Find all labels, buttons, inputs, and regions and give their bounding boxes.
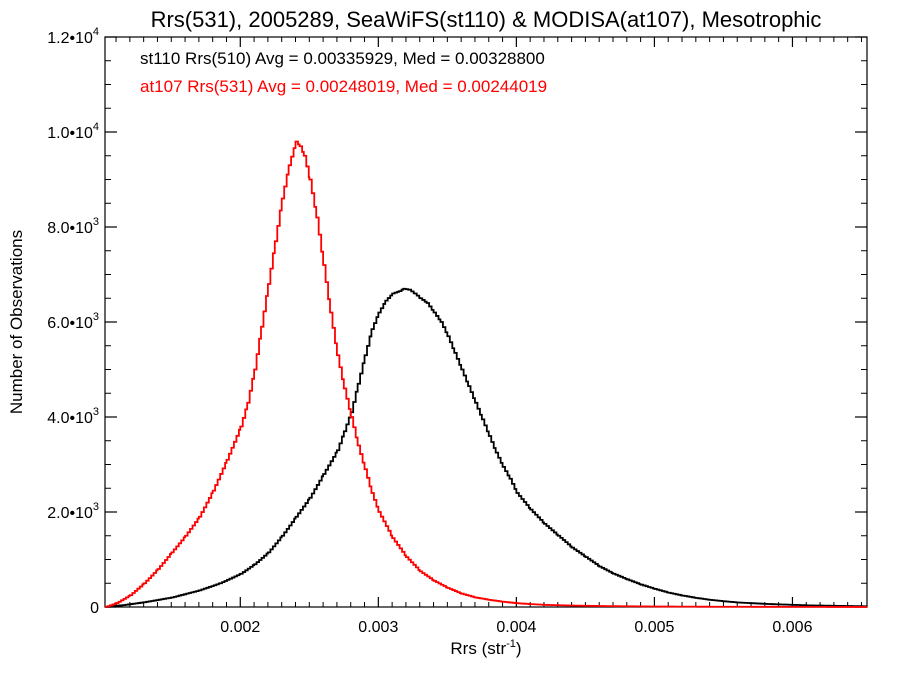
series-line-at107 (105, 140, 867, 608)
y-tick-label: 4.0•103 (47, 406, 99, 427)
x-tick-label: 0.006 (772, 619, 812, 636)
axis-ticks: 0.002 0.003 0.004 0.005 0.006 0 2.0•103 4.0•103… (47, 26, 867, 636)
legend-entry-st110: st110 Rrs(510) Avg = 0.00335929, Med = 0… (140, 49, 545, 68)
y-tick-label: 1.2•104 (47, 26, 99, 47)
chart-title: Rrs(531), 2005289, SeaWiFS(st110) & MODI… (151, 7, 822, 32)
legend-entry-at107: at107 Rrs(531) Avg = 0.00248019, Med = 0… (140, 77, 547, 96)
y-tick-label: 1.0•104 (47, 121, 99, 142)
plot-frame (104, 36, 868, 608)
x-tick-label: 0.003 (358, 619, 398, 636)
series-lines (105, 140, 867, 608)
x-tick-label: 0.004 (496, 619, 536, 636)
y-tick-label: 8.0•103 (47, 216, 99, 237)
legend: st110 Rrs(510) Avg = 0.00335929, Med = 0… (140, 49, 547, 96)
y-axis-label: Number of Observations (7, 230, 26, 414)
y-tick-label: 6.0•103 (47, 311, 99, 332)
x-tick-label: 0.002 (220, 619, 260, 636)
x-axis-label: Rrs (str-1) (450, 638, 521, 658)
y-tick-label: 0 (90, 600, 99, 617)
x-tick-label: 0.005 (634, 619, 674, 636)
y-tick-label: 2.0•103 (47, 501, 99, 522)
series-line-st110 (105, 287, 867, 608)
